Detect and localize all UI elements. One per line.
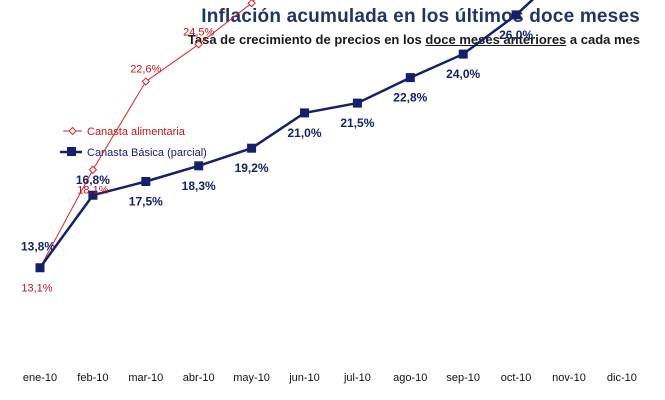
x-tick-label: oct-10 [501,372,532,384]
legend-label-basica: Canasta Básica (parcial) [87,147,207,159]
data-label-basica: 18,3% [182,179,216,193]
series-line-alimentaria [39,0,255,268]
x-tick-label: jul-10 [343,372,371,384]
data-label-basica: 22,8% [393,91,427,105]
subtitle-text-after: a cada mes [566,32,640,47]
data-label-basica: 24,0% [446,67,480,81]
data-label-alimentaria: 24,5% [183,26,214,38]
x-tick-label: abr-10 [183,372,215,384]
point-alimentaria [194,40,203,49]
subtitle-text-underlined: doce meses anteriores [425,32,567,47]
x-tick-label: may-10 [233,372,270,384]
data-label-basica: 13,8% [21,240,55,254]
point-basica [352,98,362,108]
data-label-alimentaria: 18,1% [77,185,108,197]
point-basica [247,143,257,153]
data-label-basica: 19,2% [235,161,269,175]
data-label-alimentaria: 22,6% [130,64,161,76]
point-basica [300,108,309,118]
x-tick-label: ago-10 [393,372,427,384]
point-basica [458,49,468,59]
x-tick-label: mar-10 [128,372,163,384]
point-alimentaria [88,165,98,174]
point-alimentaria [141,77,151,86]
x-tick-label: ene-10 [23,372,57,384]
point-basica [194,161,204,171]
point-basica [35,263,45,273]
data-label-basica: 16,8% [76,173,110,187]
data-label-basica: 17,5% [129,195,163,209]
point-basica [511,10,521,20]
chart-legend: Canasta alimentaria Canasta Básica (parc… [60,126,207,159]
legend-item-alimentaria: Canasta alimentaria [63,126,186,138]
x-tick-label: feb-10 [77,372,108,384]
legend-marker-basica [67,147,76,156]
series-line-basica [38,0,535,269]
chart-title: Inflación acumulada en los últimos doce … [201,6,640,27]
legend-item-basica: Canasta Básica (parcial) [60,147,207,159]
point-basica [141,177,151,186]
point-alimentaria [247,0,256,8]
x-tick-label: dic-10 [607,372,637,384]
point-basica [405,73,415,83]
data-label-basica: 21,0% [287,126,321,140]
x-tick-label: nov-10 [552,372,586,384]
x-tick-label: jun-10 [288,372,320,384]
data-label-alimentaria: 13,1% [21,283,52,295]
subtitle-text-before: Tasa de crecimiento de precios en los [187,32,426,47]
data-label-basica: 21,5% [340,116,374,130]
legend-label-alimentaria: Canasta alimentaria [87,126,186,138]
chart-subtitle: Tasa de crecimiento de precios en los do… [0,32,640,47]
point-basica [88,190,98,200]
x-tick-label: sep-10 [446,372,480,384]
data-label-basica: 26,0% [499,28,533,42]
legend-marker-alimentaria [68,126,77,136]
